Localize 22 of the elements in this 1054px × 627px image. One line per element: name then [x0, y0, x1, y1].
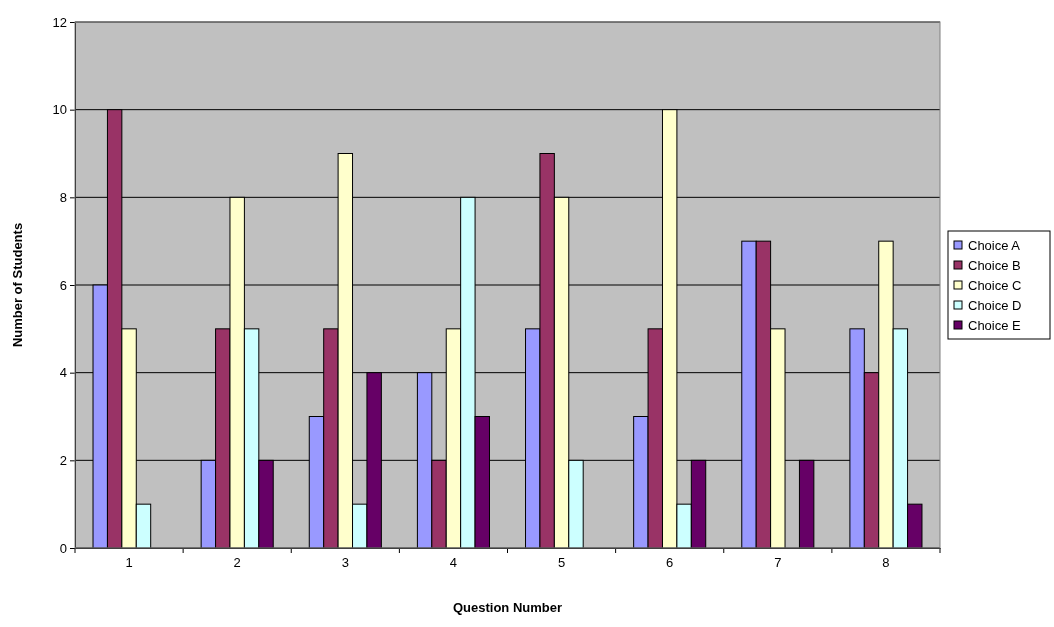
- x-tick-label: 8: [882, 555, 890, 571]
- y-tick-label: 2: [59, 452, 67, 468]
- x-tick-label: 4: [449, 555, 458, 571]
- y-axis-title: Number of Students: [10, 222, 25, 348]
- legend-label: Choice C: [968, 278, 1022, 293]
- legend-label: Choice E: [968, 318, 1022, 333]
- y-tick-label: 0: [59, 540, 67, 556]
- x-tick-label: 2: [233, 555, 241, 571]
- x-tick-label: 3: [341, 555, 349, 571]
- x-tick-label: 5: [557, 555, 566, 571]
- x-tick-label: 7: [774, 555, 782, 571]
- y-tick-label: 6: [59, 277, 67, 293]
- y-tick-label: 8: [59, 189, 67, 205]
- legend-label: Choice A: [968, 238, 1021, 253]
- x-tick-label: 6: [666, 555, 674, 571]
- x-tick-label: 1: [125, 555, 133, 571]
- legend-label: Choice B: [968, 258, 1021, 273]
- legend-label: Choice D: [968, 298, 1022, 313]
- y-tick-label: 12: [52, 14, 67, 30]
- y-tick-label: 4: [59, 365, 67, 381]
- y-tick-label: 10: [52, 102, 67, 118]
- x-axis-title: Question Number: [452, 600, 563, 615]
